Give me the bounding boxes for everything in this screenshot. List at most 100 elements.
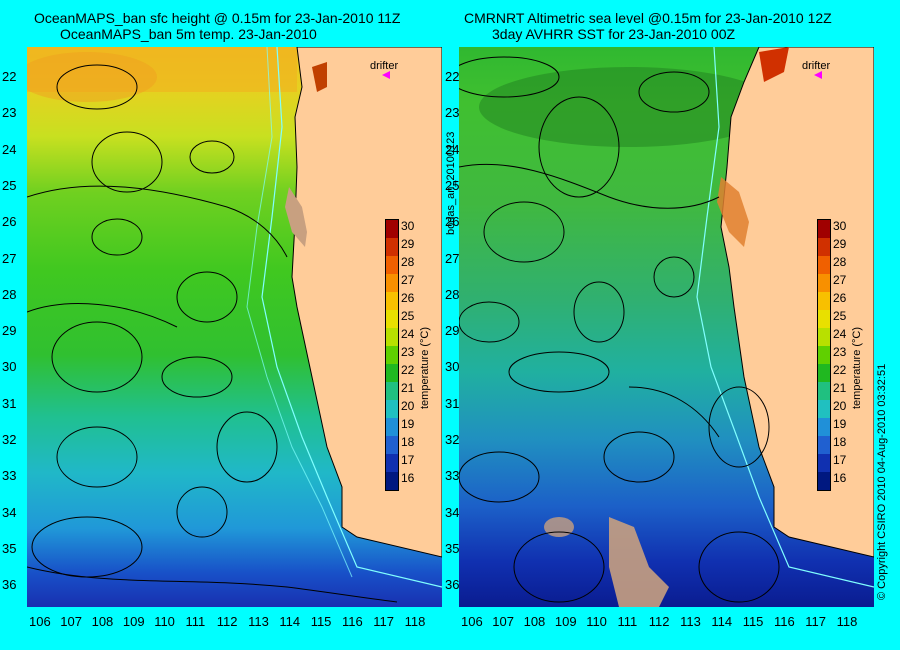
colorbar-swatch (386, 364, 398, 382)
colorbar-tick-label: 24 (401, 327, 415, 341)
latitude-tick-label: 33 (445, 468, 460, 484)
colorbar-tick-label: 26 (401, 291, 415, 305)
copyright-label: © Copyright CSIRO 2010 04-Aug-2010 03:32… (876, 363, 888, 600)
right-isobath (696, 47, 874, 588)
latitude-tick-label: 36 (2, 577, 17, 593)
right-sea-level-contours (459, 56, 780, 603)
colorbar-swatch (818, 364, 830, 382)
longitude-tick-label: 107 (492, 614, 514, 629)
colorbar-swatch (818, 292, 830, 310)
colorbar-swatch (386, 436, 398, 454)
longitude-tick-label: 116 (774, 614, 795, 629)
latitude-tick-label: 23 (445, 105, 460, 121)
colorbar-swatch (818, 328, 830, 346)
colorbar-swatch (818, 436, 830, 454)
colorbar-swatch (818, 472, 830, 490)
colorbar-tick-label: 20 (833, 399, 847, 413)
longitude-tick-label: 115 (742, 614, 764, 629)
longitude-tick-label: 109 (554, 614, 577, 629)
latitude-tick-label: 24 (2, 141, 17, 157)
longitude-tick-label: 107 (60, 614, 82, 629)
colorbar-swatch (818, 382, 830, 400)
longitude-tick-label: 110 (586, 614, 607, 629)
colorbar-tick-label: 26 (833, 291, 847, 305)
latitude-tick-label: 26 (445, 214, 460, 230)
colorbar-tick-label: 18 (833, 435, 847, 449)
colorbar-tick-label: 27 (401, 273, 415, 287)
left-colorbar: 30 29 28 27 26 25 24 23 22 21 20 19 18 17 16 temperatur… (385, 219, 445, 491)
colorbar-swatch (818, 274, 830, 292)
colorbar-tick-label: 23 (833, 345, 847, 359)
right-title-line2: 3day AVHRR SST for 23-Jan-2010 00Z (492, 26, 736, 42)
colorbar-scale (385, 219, 399, 491)
latitude-tick-label: 32 (445, 432, 460, 447)
longitude-tick-label: 108 (523, 614, 546, 629)
colorbar-unit-label: temperature (°C) (419, 326, 431, 409)
colorbar-tick-label: 20 (401, 399, 415, 413)
left-sea-level-contours (27, 64, 398, 603)
colorbar-tick-label: 19 (401, 417, 415, 431)
latitude-tick-label: 34 (445, 504, 460, 520)
latitude-tick-label: 35 (2, 540, 17, 556)
colorbar-tick-label: 22 (401, 363, 415, 377)
colorbar-tick-label: 27 (833, 273, 847, 287)
latitude-tick-label: 31 (2, 395, 17, 411)
left-isobath (261, 47, 442, 588)
colorbar-swatch (818, 454, 830, 472)
colorbar-tick-label: 24 (833, 327, 847, 341)
latitude-tick-label: 27 (445, 250, 460, 266)
latitude-tick-label: 34 (2, 504, 17, 520)
colorbar-tick-label: 29 (401, 237, 415, 251)
colorbar-tick-label: 29 (833, 237, 847, 251)
latitude-tick-label: 31 (445, 395, 460, 411)
colorbar-swatch (386, 274, 398, 292)
colorbar-swatch (818, 310, 830, 328)
longitude-tick-label: 106 (29, 614, 51, 629)
left-drifter-marker (382, 71, 390, 79)
longitude-tick-label: 111 (185, 614, 206, 629)
colorbar-tick-label: 30 (401, 219, 415, 233)
latitude-tick-label: 36 (445, 577, 460, 593)
colorbar-swatch (386, 454, 398, 472)
left-map-panel: drifter (27, 47, 442, 607)
colorbar-tick-label: 23 (401, 345, 415, 359)
longitude-tick-label: 117 (373, 614, 395, 629)
colorbar-swatch (818, 238, 830, 256)
latitude-tick-label: 29 (445, 323, 460, 339)
latitude-tick-label: 28 (445, 286, 460, 302)
colorbar-tick-label: 17 (401, 453, 415, 467)
run-id-label: bodas_an_20100123 (445, 131, 457, 235)
latitude-tick-label: 24 (445, 141, 460, 157)
right-coastal-warm (717, 177, 749, 247)
latitude-tick-label: 32 (2, 432, 17, 447)
longitude-tick-label: 113 (248, 614, 269, 629)
colorbar-tick-label: 28 (401, 255, 415, 269)
colorbar-tick-label: 18 (401, 435, 415, 449)
longitude-tick-label: 106 (461, 614, 483, 629)
colorbar-swatch (386, 310, 398, 328)
latitude-tick-label: 22 (2, 69, 17, 84)
left-longitude-axis: 106 107 108 109 110 111 112 113 114 115 116 117 118 (27, 612, 442, 632)
latitude-tick-label: 29 (2, 323, 17, 339)
left-land-australia (291, 47, 442, 558)
colorbar-tick-label: 22 (833, 363, 847, 377)
colorbar-swatch (386, 292, 398, 310)
left-title-line1: OceanMAPS_ban sfc height @ 0.15m for 23-… (34, 10, 401, 26)
colorbar-swatch (386, 220, 398, 238)
right-title-line1: CMRNRT Altimetric sea level @0.15m for 2… (464, 10, 832, 26)
longitude-tick-label: 114 (279, 614, 301, 629)
colorbar-tick-label: 21 (401, 381, 415, 395)
longitude-tick-label: 118 (404, 614, 426, 629)
latitude-tick-label: 23 (2, 105, 17, 121)
left-coastal-region (285, 187, 307, 247)
left-title-line2: OceanMAPS_ban 5m temp. 23-Jan-2010 (60, 26, 317, 42)
longitude-tick-label: 116 (342, 614, 363, 629)
colorbar-swatch (818, 400, 830, 418)
latitude-tick-label: 27 (2, 250, 17, 266)
right-map-panel: drifter (459, 47, 874, 607)
longitude-tick-label: 108 (91, 614, 114, 629)
colorbar-tick-label: 25 (833, 309, 847, 323)
colorbar-swatch (386, 328, 398, 346)
colorbar-tick-label: 19 (833, 417, 847, 431)
right-drifter-marker (814, 71, 822, 79)
